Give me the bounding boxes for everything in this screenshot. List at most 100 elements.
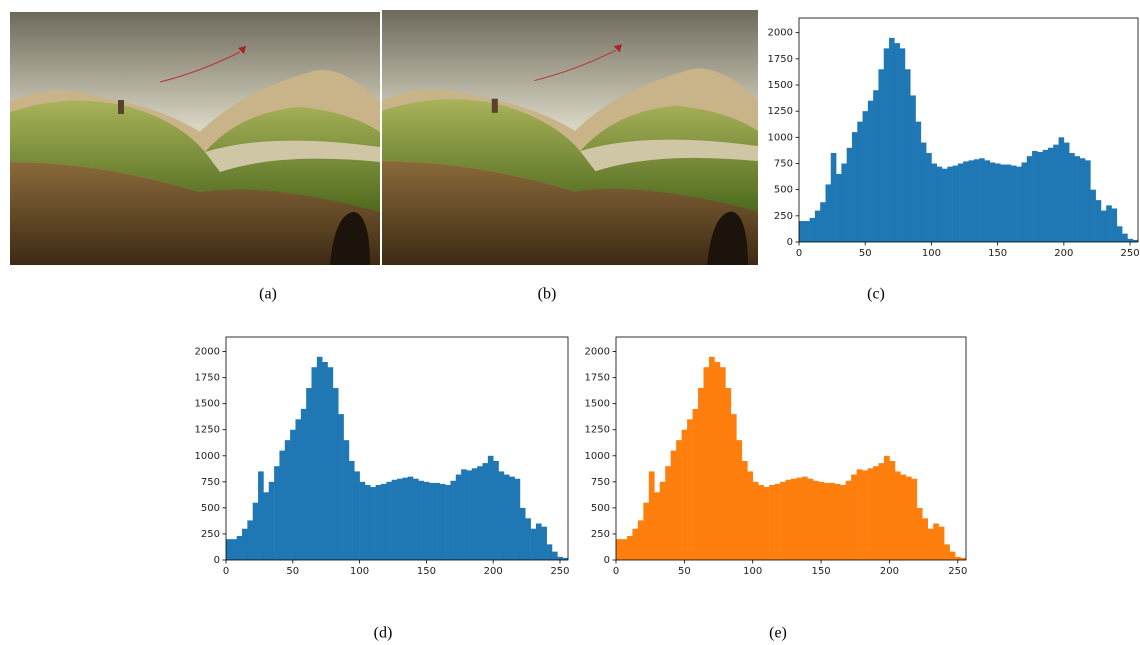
bar: [525, 518, 531, 560]
bar: [1042, 149, 1049, 242]
bar: [1016, 166, 1022, 242]
bar: [295, 419, 302, 560]
bar: [439, 483, 446, 560]
bar: [493, 461, 499, 560]
bar: [899, 48, 906, 243]
x-tick-label: 100: [922, 248, 941, 259]
bar: [703, 367, 710, 560]
y-tick-label: 1250: [195, 425, 220, 436]
y-tick-label: 750: [591, 477, 610, 488]
y-tick-label: 500: [774, 185, 793, 196]
bar: [846, 147, 853, 242]
caption: (d): [374, 625, 393, 642]
bar: [791, 478, 797, 560]
bar: [338, 414, 344, 560]
bar: [957, 163, 964, 242]
x-tick-label: 150: [812, 566, 831, 577]
bar: [1053, 144, 1059, 242]
bar: [665, 466, 671, 560]
bar: [1005, 164, 1012, 242]
image-original: [10, 12, 380, 265]
bar: [714, 362, 721, 560]
bar: [477, 466, 483, 560]
bar: [621, 539, 628, 560]
bar: [840, 484, 846, 560]
bar: [413, 478, 419, 560]
bar: [423, 481, 430, 560]
caption: (c): [867, 286, 885, 303]
bar: [1047, 147, 1054, 242]
bar: [736, 440, 743, 560]
bar: [1026, 156, 1033, 242]
bar: [418, 480, 425, 560]
x-tick-label: 250: [1121, 248, 1140, 259]
bar: [386, 481, 392, 560]
bar: [769, 484, 775, 560]
bar: [973, 159, 980, 242]
bar: [883, 48, 890, 243]
bar: [316, 356, 323, 560]
bar: [867, 100, 874, 242]
bar: [829, 482, 836, 560]
bar: [758, 484, 764, 560]
bar: [910, 95, 916, 242]
bar: [911, 478, 918, 560]
bar: [947, 166, 953, 242]
bar: [535, 523, 542, 560]
bar: [541, 526, 547, 560]
bar: [445, 484, 451, 560]
bar: [774, 483, 781, 560]
bar: [407, 476, 414, 560]
bar: [984, 160, 990, 242]
y-tick-label: 0: [604, 555, 610, 566]
bar: [354, 471, 360, 560]
bar: [258, 471, 264, 560]
bar: [936, 166, 943, 242]
bar: [708, 356, 715, 560]
bar: [814, 210, 821, 242]
bar: [450, 480, 457, 560]
bar: [867, 468, 874, 560]
bar: [616, 539, 622, 560]
bar: [375, 484, 382, 560]
bar: [654, 492, 661, 560]
bar: [659, 481, 666, 560]
x-tick-label: 0: [613, 566, 619, 577]
y-tick-label: 2000: [768, 28, 793, 39]
bar: [807, 478, 814, 560]
bar: [1000, 164, 1006, 242]
bar: [370, 487, 376, 560]
bar: [857, 121, 863, 242]
bar: [263, 492, 270, 560]
bar: [949, 551, 956, 560]
bar: [955, 556, 961, 560]
bar: [557, 556, 563, 560]
bar: [851, 132, 858, 242]
bar: [799, 221, 805, 242]
bar: [562, 557, 569, 560]
x-tick-label: 50: [678, 566, 691, 577]
bar: [1063, 142, 1070, 242]
bar: [873, 466, 879, 560]
bar: [274, 466, 280, 560]
axes-frame: [225, 336, 569, 561]
y-tick-label: 1250: [768, 106, 793, 117]
image-processed: [382, 10, 758, 265]
caption: (b): [538, 286, 557, 303]
bar: [268, 481, 275, 560]
bar: [236, 536, 243, 560]
bar: [933, 523, 939, 560]
bar: [963, 161, 969, 242]
caption: (a): [259, 286, 277, 303]
bar: [461, 469, 467, 560]
bar: [643, 502, 650, 560]
bar: [878, 69, 885, 242]
bar: [801, 476, 808, 560]
y-tick-label: 1750: [585, 373, 610, 384]
bar: [551, 551, 558, 560]
y-tick-label: 0: [787, 237, 793, 248]
bar: [900, 474, 907, 560]
bar: [922, 518, 929, 560]
